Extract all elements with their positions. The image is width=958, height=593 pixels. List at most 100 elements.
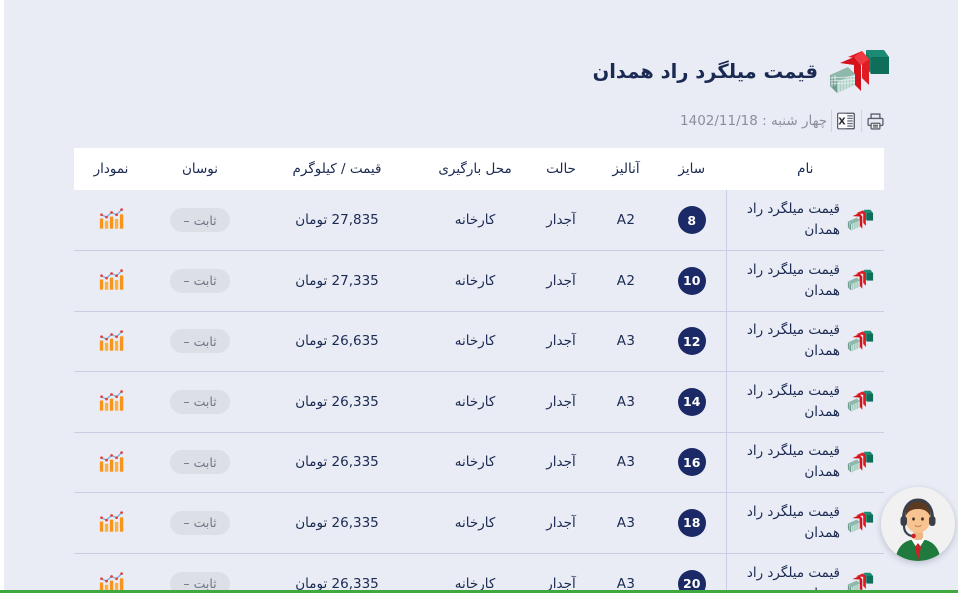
cell-size: 16 — [658, 431, 726, 493]
analysis-value: A2 — [616, 212, 636, 228]
column-header-state[interactable]: حالت — [546, 161, 576, 177]
bar-chart-icon[interactable] — [96, 205, 126, 233]
place-value: کارخانه — [454, 272, 496, 289]
cell-chart — [74, 552, 148, 593]
cell-size: 18 — [658, 492, 726, 553]
table-row[interactable]: قیمت میلگرد راد همدان 10 A2 آجدار کارخانه 27,… — [74, 250, 884, 311]
place-value: کارخانه — [454, 212, 496, 228]
column-header-analysis[interactable]: آنالیز — [612, 161, 640, 177]
bar-chart-icon[interactable] — [96, 387, 126, 415]
bar-chart-icon[interactable] — [96, 568, 126, 593]
page-left-edge — [0, 0, 4, 593]
bar-chart-icon[interactable] — [96, 447, 126, 475]
price-value: 26,635 تومان — [295, 333, 379, 350]
meta-divider-2 — [831, 110, 833, 132]
state-value: آجدار — [546, 272, 576, 289]
product-name: قیمت میلگرد راد همدان — [746, 201, 840, 238]
current-date: چهار شنبه : 1402/11/18 — [680, 113, 828, 129]
cell-place: کارخانه — [422, 310, 528, 372]
price-value: 26,335 تومان — [295, 393, 379, 410]
meta-divider-1 — [860, 110, 862, 132]
state-value: آجدار — [546, 333, 576, 350]
table-row[interactable]: قیمت میلگرد راد همدان 20 A3 آجدار کارخانه 26,… — [74, 552, 884, 593]
table-row[interactable]: قیمت میلگرد راد همدان 14 A3 آجدار کارخانه 26,… — [74, 371, 884, 432]
size-badge: 20 — [677, 569, 706, 593]
cell-place: کارخانه — [422, 492, 528, 553]
change-badge: ثابت – — [170, 450, 230, 475]
cell-state: آجدار — [528, 431, 594, 493]
size-badge: 12 — [677, 327, 706, 356]
place-value: کارخانه — [454, 454, 496, 471]
table-row[interactable]: قیمت میلگرد راد همدان 8 A2 آجدار کارخانه 27,8… — [74, 190, 884, 251]
cell-chart — [74, 250, 148, 311]
size-badge: 8 — [677, 206, 706, 234]
price-value: 27,835 تومان — [295, 212, 379, 228]
column-header-change[interactable]: نوسان — [181, 161, 219, 177]
cell-analysis: A3 — [594, 310, 658, 372]
change-badge: ثابت – — [170, 510, 230, 535]
cell-analysis: A2 — [594, 190, 658, 251]
rebar-bundle-icon — [847, 208, 874, 233]
price-value: 27,335 تومان — [295, 272, 379, 289]
bar-chart-icon[interactable] — [96, 326, 126, 354]
table-row[interactable]: قیمت میلگرد راد همدان 18 A3 آجدار کارخانه 26,… — [74, 492, 884, 553]
state-value: آجدار — [546, 575, 576, 592]
cell-place: کارخانه — [422, 431, 528, 493]
table-header: نام سایز آنالیز حالت محل بارگیری قیمت / … — [74, 148, 884, 190]
cell-change: ثابت – — [148, 371, 252, 432]
cell-price: 26,335 تومان — [252, 492, 422, 553]
cell-chart — [74, 492, 148, 553]
cell-size: 8 — [658, 190, 726, 251]
column-header-size[interactable]: سایز — [678, 161, 706, 177]
cell-change: ثابت – — [148, 250, 252, 311]
table-body: قیمت میلگرد راد همدان 8 A2 آجدار کارخانه 27,8… — [74, 190, 884, 593]
size-badge: 10 — [677, 266, 706, 295]
cell-name: قیمت میلگرد راد همدان — [725, 371, 884, 432]
product-name: قیمت میلگرد راد همدان — [746, 382, 840, 420]
column-header-name[interactable]: نام — [797, 161, 814, 177]
cell-size: 14 — [658, 371, 726, 432]
support-agent-avatar[interactable] — [881, 487, 955, 561]
change-badge: ثابت – — [170, 208, 230, 232]
cell-state: آجدار — [528, 552, 594, 593]
table-row[interactable]: قیمت میلگرد راد همدان 16 A3 آجدار کارخانه 26,… — [74, 431, 884, 493]
print-icon[interactable] — [862, 108, 890, 134]
cell-state: آجدار — [528, 250, 594, 311]
column-header-price[interactable]: قیمت / کیلوگرم — [292, 161, 382, 177]
analysis-value: A2 — [616, 272, 636, 289]
analysis-value: A3 — [616, 454, 636, 471]
rebar-bundle-icon — [847, 389, 874, 414]
excel-export-icon[interactable]: X — [832, 108, 860, 134]
change-badge: ثابت – — [170, 268, 230, 293]
cell-name: قیمت میلگرد راد همدان — [725, 310, 884, 372]
cell-place: کارخانه — [422, 190, 528, 251]
bar-chart-icon[interactable] — [96, 266, 126, 294]
table-row[interactable]: قیمت میلگرد راد همدان 12 A3 آجدار کارخانه 26,… — [74, 310, 884, 372]
cell-name: قیمت میلگرد راد همدان — [725, 492, 884, 553]
svg-text:X: X — [839, 116, 847, 127]
column-header-place[interactable]: محل بارگیری — [438, 161, 512, 177]
cell-name: قیمت میلگرد راد همدان — [725, 250, 884, 311]
cell-chart — [74, 310, 148, 372]
cell-name: قیمت میلگرد راد همدان — [725, 552, 884, 593]
rebar-bundle-icon — [847, 268, 874, 293]
cell-place: کارخانه — [422, 552, 528, 593]
cell-price: 27,835 تومان — [252, 190, 422, 251]
column-header-chart[interactable]: نمودار — [93, 161, 129, 177]
place-value: کارخانه — [454, 393, 496, 410]
bar-chart-icon[interactable] — [96, 508, 126, 536]
cell-change: ثابت – — [148, 190, 252, 251]
price-value: 26,335 تومان — [295, 575, 379, 592]
size-badge: 14 — [677, 387, 706, 416]
state-value: آجدار — [546, 393, 576, 410]
size-badge: 18 — [677, 508, 706, 537]
page-header: قیمت میلگرد راد همدان X — [593, 0, 958, 135]
price-table-container: نام سایز آنالیز حالت محل بارگیری قیمت / … — [74, 148, 884, 593]
place-value: کارخانه — [454, 333, 496, 350]
analysis-value: A3 — [616, 575, 636, 592]
cell-size: 10 — [658, 250, 726, 311]
change-badge: ثابت – — [170, 389, 230, 414]
cell-state: آجدار — [528, 310, 594, 372]
product-name: قیمت میلگرد راد همدان — [746, 443, 840, 481]
product-name: قیمت میلگرد راد همدان — [746, 503, 840, 541]
